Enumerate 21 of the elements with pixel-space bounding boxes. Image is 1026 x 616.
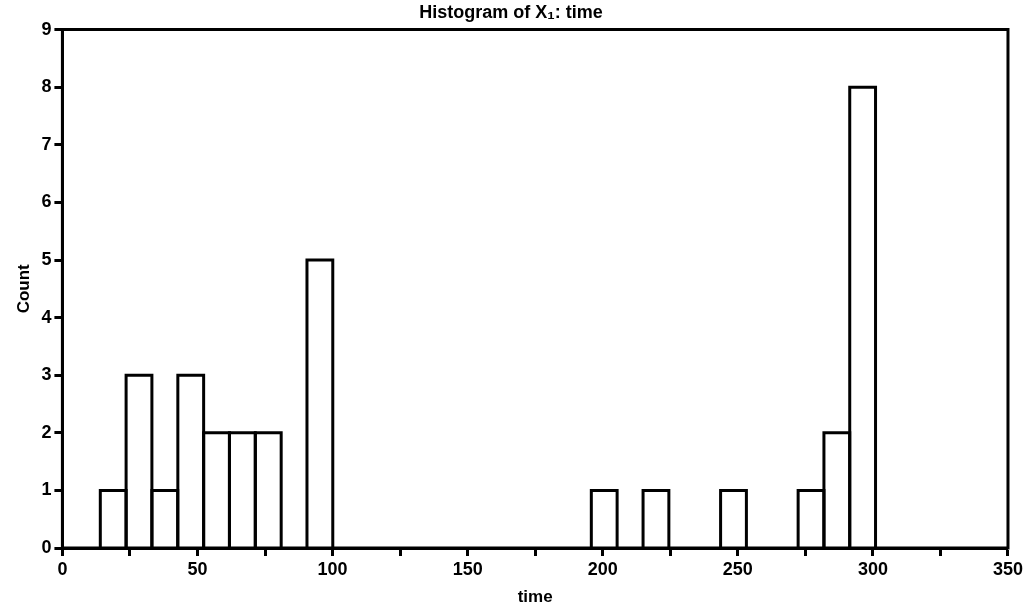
x-tick-label: 150 (452, 558, 483, 579)
y-tick-label: 2 (41, 421, 52, 442)
x-tick-label: 200 (587, 558, 618, 579)
x-tick-label: 350 (992, 558, 1024, 579)
y-tick-label: 6 (41, 191, 52, 212)
y-tick-label: 9 (41, 18, 52, 39)
y-tick-label: 4 (41, 306, 52, 327)
x-tick-label: 300 (857, 558, 888, 579)
y-axis-title: Count (13, 263, 33, 314)
x-tick-label: 250 (722, 558, 753, 579)
y-tick-label: 0 (41, 536, 52, 557)
x-tick-label: 0 (57, 558, 68, 579)
x-axis-title: time (517, 587, 553, 607)
y-tick-label: 7 (41, 133, 52, 154)
x-tick-label: 100 (317, 558, 348, 579)
y-tick-label: 3 (41, 364, 52, 385)
y-tick-label: 1 (41, 479, 52, 500)
x-tick-label: 50 (187, 558, 208, 579)
y-tick-label: 5 (41, 248, 52, 269)
chart-title: Histogram of X₁: time (419, 1, 603, 22)
y-tick-label: 8 (41, 76, 52, 97)
